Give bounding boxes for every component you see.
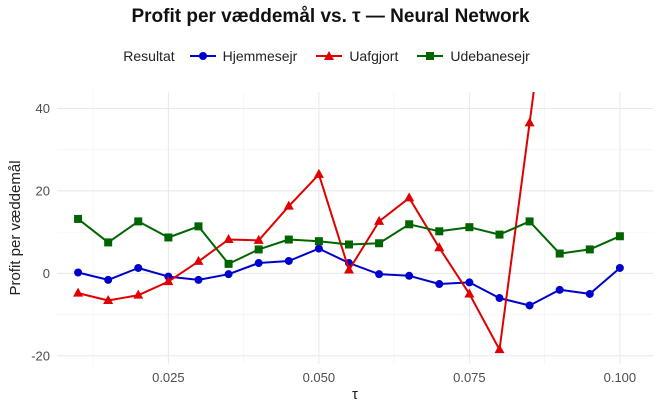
data-point-udebanesejr	[134, 217, 143, 226]
y-tick-label: 20	[36, 183, 50, 198]
data-point-hjemmesejr	[194, 275, 203, 284]
series-line-hjemmesejr	[77, 247, 621, 307]
data-point-hjemmesejr	[555, 285, 564, 294]
data-point-uafgjort	[163, 276, 174, 286]
data-point-udebanesejr	[585, 245, 594, 254]
data-point-hjemmesejr	[585, 289, 594, 298]
data-point-uafgjort	[404, 192, 415, 202]
data-point-hjemmesejr	[375, 270, 384, 279]
legend-label-uafgjort: Uafgjort	[349, 48, 399, 64]
data-point-udebanesejr	[525, 217, 534, 226]
x-tick-label: 0.075	[453, 370, 486, 385]
data-point-hjemmesejr	[134, 263, 143, 272]
x-tick-label: 0.025	[152, 370, 185, 385]
data-point-hjemmesejr	[224, 270, 233, 279]
series-layer	[73, 92, 624, 354]
data-point-udebanesejr	[74, 214, 83, 223]
legend-label-udebanesejr: Udebanesejr	[450, 48, 530, 64]
legend-item-hjemmesejr: Hjemmesejr	[189, 48, 298, 64]
data-point-udebanesejr	[314, 237, 323, 246]
series-line-uafgjort	[77, 92, 535, 351]
data-point-udebanesejr	[555, 249, 564, 258]
legend: Resultat Hjemmesejr Uafgjort Udebanesejr	[0, 48, 661, 64]
data-point-udebanesejr	[465, 223, 474, 232]
legend-key-hjemmesejr	[189, 52, 216, 60]
data-point-udebanesejr	[224, 259, 233, 268]
data-point-udebanesejr	[615, 232, 624, 241]
data-point-hjemmesejr	[435, 280, 444, 289]
y-tick-label: 0	[43, 266, 50, 281]
data-point-uafgjort	[73, 287, 84, 297]
data-point-uafgjort	[524, 117, 535, 127]
data-point-uafgjort	[223, 234, 234, 244]
y-tick-label: -20	[31, 348, 50, 363]
y-tick-label: 40	[36, 101, 50, 116]
data-point-hjemmesejr	[104, 275, 113, 284]
data-point-uafgjort	[494, 344, 505, 354]
data-point-hjemmesejr	[405, 271, 414, 280]
data-point-udebanesejr	[344, 240, 353, 249]
x-tick-label: 0.100	[604, 370, 637, 385]
data-point-udebanesejr	[375, 239, 384, 248]
data-point-hjemmesejr	[615, 263, 624, 272]
legend-key-uafgjort	[316, 51, 343, 60]
data-point-udebanesejr	[405, 220, 414, 229]
data-point-udebanesejr	[164, 233, 173, 242]
data-point-uafgjort	[464, 288, 475, 298]
data-point-uafgjort	[434, 242, 445, 252]
data-point-hjemmesejr	[465, 278, 474, 287]
data-point-hjemmesejr	[74, 268, 83, 277]
legend-label-hjemmesejr: Hjemmesejr	[222, 48, 298, 64]
legend-title: Resultat	[123, 48, 175, 64]
legend-key-udebanesejr	[417, 52, 444, 60]
legend-item-uafgjort: Uafgjort	[315, 48, 398, 64]
data-point-uafgjort	[313, 168, 324, 178]
data-point-udebanesejr	[254, 245, 263, 254]
data-point-uafgjort	[283, 200, 294, 210]
data-point-uafgjort	[103, 295, 114, 305]
legend-item-udebanesejr: Udebanesejr	[416, 48, 530, 64]
data-point-hjemmesejr	[254, 259, 263, 268]
data-point-udebanesejr	[104, 238, 113, 247]
x-tick-label: 0.050	[303, 370, 336, 385]
data-point-udebanesejr	[194, 222, 203, 231]
data-point-hjemmesejr	[525, 301, 534, 310]
data-point-uafgjort	[253, 234, 264, 244]
y-axis-title: Profit per væddemål	[7, 160, 24, 295]
data-point-hjemmesejr	[284, 256, 293, 265]
data-point-uafgjort	[133, 289, 144, 299]
x-axis-title: τ	[352, 386, 358, 403]
data-point-hjemmesejr	[495, 294, 504, 303]
data-point-udebanesejr	[495, 230, 504, 239]
data-point-uafgjort	[193, 255, 204, 265]
chart-title: Profit per væddemål vs. τ — Neural Netwo…	[131, 6, 530, 27]
data-point-uafgjort	[343, 264, 354, 274]
data-point-udebanesejr	[435, 227, 444, 236]
data-point-hjemmesejr	[314, 244, 323, 253]
data-point-udebanesejr	[284, 235, 293, 244]
data-point-uafgjort	[374, 215, 385, 225]
